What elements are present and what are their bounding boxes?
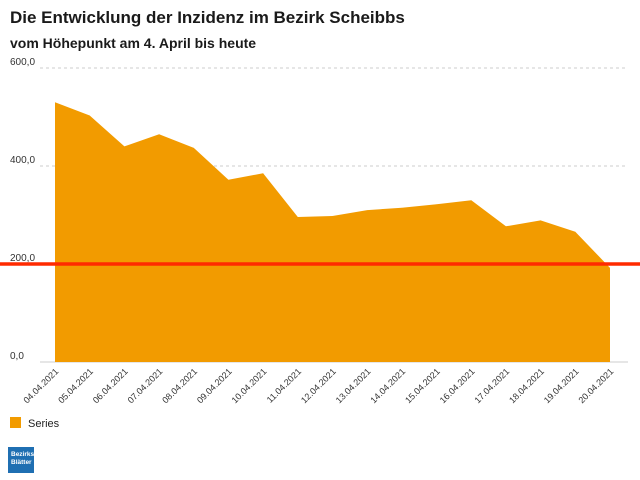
y-tick-label: 400,0 <box>10 155 35 166</box>
x-tick-label: 19.04.2021 <box>542 366 581 405</box>
area-layer <box>54 102 611 363</box>
legend-label: Series <box>28 418 60 430</box>
logo-line-2: Blätter <box>11 459 32 466</box>
chart-subtitle: vom Höhepunkt am 4. April bis heute <box>10 35 257 51</box>
x-tick-label: 15.04.2021 <box>403 366 442 405</box>
y-tick-label: 600,0 <box>10 57 35 68</box>
x-tick-label: 13.04.2021 <box>334 366 373 405</box>
legend: Series <box>10 417 60 430</box>
x-axis-ticks: 04.04.202105.04.202106.04.202107.04.2021… <box>21 366 615 405</box>
chart-title: Die Entwicklung der Inzidenz im Bezirk S… <box>10 8 405 27</box>
y-tick-label: 200,0 <box>10 253 35 264</box>
x-tick-label: 07.04.2021 <box>126 366 165 405</box>
x-tick-label: 08.04.2021 <box>160 366 199 405</box>
x-tick-label: 11.04.2021 <box>265 366 303 404</box>
x-tick-label: 17.04.2021 <box>472 366 511 405</box>
x-tick-label: 05.04.2021 <box>56 366 95 405</box>
y-tick-label: 0,0 <box>10 351 24 362</box>
series-area <box>55 102 610 363</box>
x-tick-label: 16.04.2021 <box>438 366 477 405</box>
y-axis-ticks: 0,0 200,0 400,0 600,0 <box>10 57 35 362</box>
x-tick-label: 10.04.2021 <box>230 366 269 405</box>
x-tick-label: 09.04.2021 <box>195 366 234 405</box>
x-tick-label: 04.04.2021 <box>21 366 60 405</box>
x-tick-label: 20.04.2021 <box>576 366 615 405</box>
logo-line-1: Bezirks <box>11 451 35 458</box>
x-tick-label: 06.04.2021 <box>91 366 130 405</box>
x-tick-label: 14.04.2021 <box>368 366 407 405</box>
x-tick-label: 12.04.2021 <box>299 366 338 405</box>
legend-swatch <box>10 417 21 428</box>
x-tick-label: 18.04.2021 <box>507 366 546 405</box>
bezirksblaetter-logo: Bezirks Blätter <box>8 447 34 473</box>
